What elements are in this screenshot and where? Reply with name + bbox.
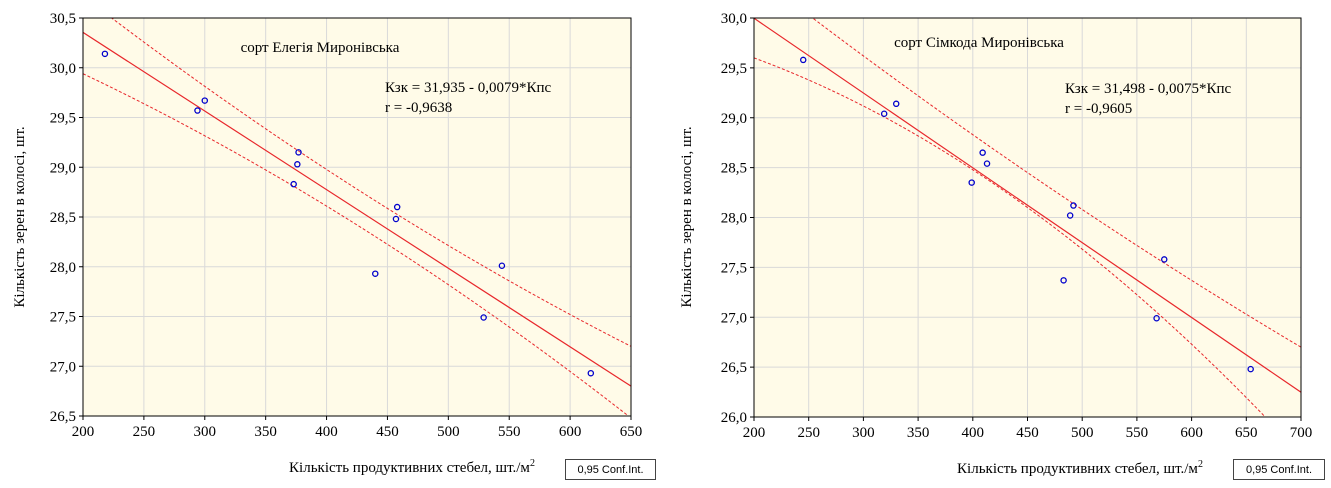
x-tick-label: 200	[743, 425, 766, 441]
correlation-coefficient: r = -0,9605	[1065, 101, 1132, 117]
y-tick-label: 28,5	[721, 161, 747, 177]
data-point	[1160, 256, 1168, 263]
y-tick-label: 26,5	[50, 409, 76, 425]
x-tick-label: 550	[498, 424, 521, 440]
data-point	[392, 215, 400, 223]
data-point	[587, 369, 595, 377]
x-tick-label: 650	[620, 424, 643, 440]
y-tick-label: 30,0	[50, 61, 76, 77]
data-point	[892, 100, 900, 108]
data-point	[979, 149, 986, 156]
x-tick-label: 650	[1235, 425, 1258, 441]
data-point	[799, 56, 807, 64]
y-tick-label: 27,5	[50, 310, 76, 326]
y-tick-label: 26,0	[721, 410, 747, 426]
x-axis-label-text: Кількість продуктивних стебел, шт./м	[289, 460, 530, 476]
y-tick-label: 27,0	[721, 310, 747, 326]
x-tick-label: 500	[1071, 425, 1094, 441]
x-tick-label: 350	[907, 425, 930, 441]
y-tick-label: 29,5	[50, 111, 76, 127]
y-tick-label: 28,0	[721, 211, 747, 227]
data-point	[194, 107, 201, 114]
y-tick-label: 29,0	[50, 160, 76, 176]
x-tick-label: 450	[1016, 425, 1039, 441]
x-tick-label: 600	[559, 424, 582, 440]
x-tick-label: 500	[437, 424, 460, 440]
y-tick-label: 29,0	[721, 111, 747, 127]
x-axis-label: Кількість продуктивних стебел, шт./м2	[289, 458, 535, 476]
x-tick-label: 200	[72, 424, 95, 440]
x-tick-label: 350	[254, 424, 277, 440]
x-axis-label-text: Кількість продуктивних стебел, шт./м	[957, 461, 1198, 477]
chart-right: 200 250 300 350 400 450 500 550 600 650 700 26,0 26,…	[679, 11, 1313, 477]
regression-line	[754, 18, 1301, 393]
data-point	[290, 180, 297, 188]
confidence-band-upper	[110, 18, 631, 347]
data-point	[968, 179, 975, 186]
x-tick-label: 300	[194, 424, 217, 440]
data-point	[1060, 277, 1067, 284]
data-point	[101, 50, 109, 58]
x-tick-label: 400	[315, 424, 338, 440]
x-tick-label: 550	[1126, 425, 1149, 441]
data-point	[1247, 365, 1254, 373]
confidence-band-upper	[811, 18, 1301, 348]
chart-panel-right: 200 250 300 350 400 450 500 550 600 650 700 26,0 26,…	[667, 0, 1331, 483]
y-tick-label: 28,0	[50, 260, 76, 276]
x-tick-label: 400	[962, 425, 985, 441]
data-point	[201, 97, 209, 104]
data-point	[1070, 202, 1077, 209]
data-point	[295, 149, 302, 156]
chart-title: сорт Елегія Миронівська	[241, 40, 400, 56]
correlation-coefficient: r = -0,9638	[385, 100, 452, 116]
confidence-interval-legend: 0,95 Conf.Int.	[565, 459, 656, 480]
data-point	[372, 270, 379, 277]
y-tick-label: 27,0	[50, 359, 76, 375]
confidence-interval-legend: 0,95 Conf.Int.	[1233, 459, 1325, 480]
x-axis-label-superscript: 2	[1198, 459, 1203, 470]
data-point	[1066, 212, 1074, 219]
regression-equation: Кзк = 31,935 - 0,0079*Кпс	[385, 80, 552, 96]
chart-title: сорт Сімкода Миронівська	[894, 35, 1064, 51]
y-tick-label: 30,5	[50, 11, 76, 27]
y-tick-label: 28,5	[50, 210, 76, 226]
plot-frame	[753, 17, 1302, 418]
chart-panel-left: 200 250 300 350 400 450 500 550 600 650 26,5 27,0 27…	[0, 0, 664, 483]
y-axis-label: Кількість зерен в колосі, шт.	[12, 126, 28, 307]
x-axis-label-superscript: 2	[530, 458, 535, 469]
data-point	[1153, 314, 1160, 322]
data-point	[294, 161, 301, 168]
confidence-band-lower	[754, 57, 1266, 417]
data-point	[880, 110, 888, 118]
x-tick-label: 700	[1290, 425, 1313, 441]
chart-left: 200 250 300 350 400 450 500 550 600 650 26,5 27,0 27…	[12, 11, 643, 476]
data-point	[983, 160, 991, 167]
y-tick-label: 30,0	[721, 11, 747, 27]
regression-line	[83, 31, 631, 387]
y-axis-label: Кількість зерен в колосі, шт.	[679, 126, 695, 307]
data-point	[393, 203, 401, 211]
y-tick-label: 27,5	[721, 260, 747, 276]
y-tick-label: 26,5	[721, 360, 747, 376]
regression-equation: Кзк = 31,498 - 0,0075*Кпс	[1065, 81, 1232, 97]
data-point	[498, 262, 506, 270]
x-tick-label: 250	[133, 424, 156, 440]
y-tick-label: 29,5	[721, 61, 747, 77]
data-point	[480, 314, 487, 321]
x-tick-label: 600	[1180, 425, 1203, 441]
plot-frame	[82, 17, 632, 417]
confidence-band-lower	[83, 73, 630, 416]
x-tick-label: 300	[852, 425, 875, 441]
x-tick-label: 450	[376, 424, 399, 440]
x-axis-label: Кількість продуктивних стебел, шт./м2	[957, 459, 1203, 477]
x-tick-label: 250	[797, 425, 820, 441]
